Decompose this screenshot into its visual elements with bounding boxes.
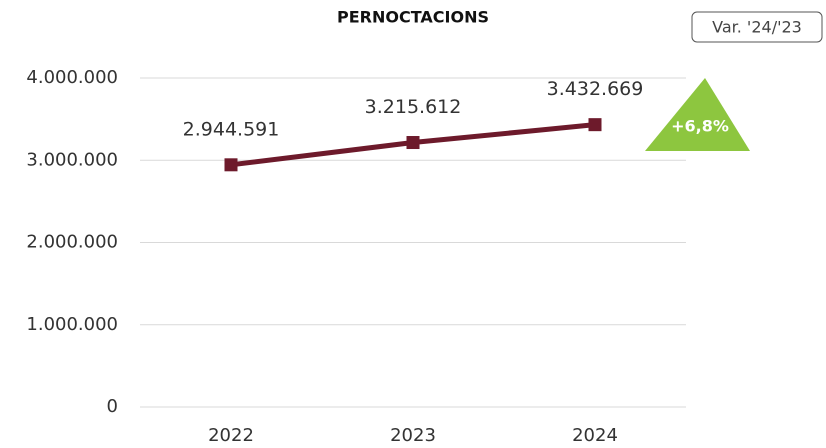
y-tick-label: 4.000.000 — [26, 67, 118, 88]
y-tick-label: 2.000.000 — [26, 232, 118, 253]
data-label: 3.432.669 — [547, 78, 644, 100]
variation-label: Var. '24/'23 — [712, 18, 802, 37]
marker — [588, 118, 602, 132]
x-tick-label: 2022 — [208, 425, 254, 446]
data-label: 3.215.612 — [365, 96, 462, 118]
y-tick-label: 1.000.000 — [26, 314, 118, 335]
change-triangle — [645, 78, 750, 151]
marker — [406, 136, 420, 150]
marker — [224, 158, 238, 172]
variation-box — [691, 11, 823, 43]
x-tick-label: 2024 — [572, 425, 618, 446]
data-label: 2.944.591 — [183, 118, 280, 140]
y-tick-label: 0 — [107, 396, 118, 417]
chart-title: PERNOCTACIONS — [337, 8, 489, 27]
change-label: +6,8% — [671, 117, 729, 136]
x-tick-label: 2023 — [390, 425, 436, 446]
y-tick-label: 3.000.000 — [26, 149, 118, 170]
